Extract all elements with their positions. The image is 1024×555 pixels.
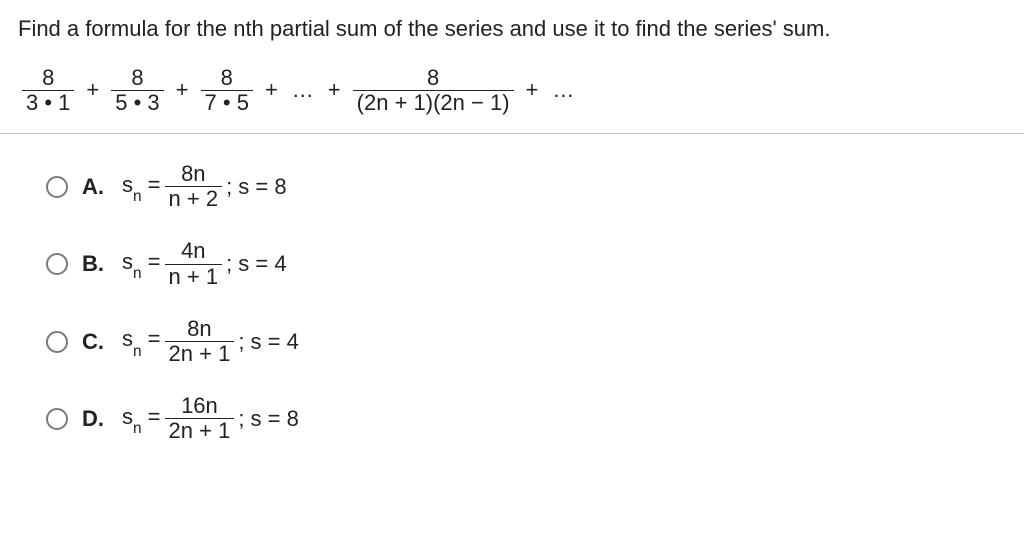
ellipsis: …: [290, 77, 316, 103]
option-letter: A.: [82, 174, 108, 200]
radio-icon[interactable]: [46, 408, 68, 430]
term-2: 8 5 • 3: [111, 66, 163, 115]
question-text: Find a formula for the nth partial sum o…: [18, 14, 1006, 44]
series-expression: 8 3 • 1 + 8 5 • 3 + 8 7 • 5 + … + 8 (2n …: [18, 66, 1006, 115]
plus-sign: +: [263, 77, 280, 103]
option-formula: sn = 16n 2n + 1 ; s = 8: [122, 394, 299, 443]
option-letter: B.: [82, 251, 108, 277]
radio-icon[interactable]: [46, 331, 68, 353]
option-d[interactable]: D. sn = 16n 2n + 1 ; s = 8: [46, 394, 1006, 443]
term-3: 8 7 • 5: [201, 66, 253, 115]
option-letter: C.: [82, 329, 108, 355]
option-letter: D.: [82, 406, 108, 432]
separator-line: [0, 133, 1024, 134]
radio-icon[interactable]: [46, 253, 68, 275]
plus-sign: +: [524, 77, 541, 103]
plus-sign: +: [84, 77, 101, 103]
option-b[interactable]: B. sn = 4n n + 1 ; s = 4: [46, 239, 1006, 288]
plus-sign: +: [174, 77, 191, 103]
term-general: 8 (2n + 1)(2n − 1): [353, 66, 514, 115]
answer-options: A. sn = 8n n + 2 ; s = 8 B. sn = 4n n + …: [18, 162, 1006, 444]
option-c[interactable]: C. sn = 8n 2n + 1 ; s = 4: [46, 317, 1006, 366]
plus-sign: +: [326, 77, 343, 103]
option-formula: sn = 4n n + 1 ; s = 4: [122, 239, 287, 288]
option-formula: sn = 8n n + 2 ; s = 8: [122, 162, 287, 211]
option-a[interactable]: A. sn = 8n n + 2 ; s = 8: [46, 162, 1006, 211]
radio-icon[interactable]: [46, 176, 68, 198]
ellipsis: …: [550, 77, 576, 103]
term-1: 8 3 • 1: [22, 66, 74, 115]
option-formula: sn = 8n 2n + 1 ; s = 4: [122, 317, 299, 366]
